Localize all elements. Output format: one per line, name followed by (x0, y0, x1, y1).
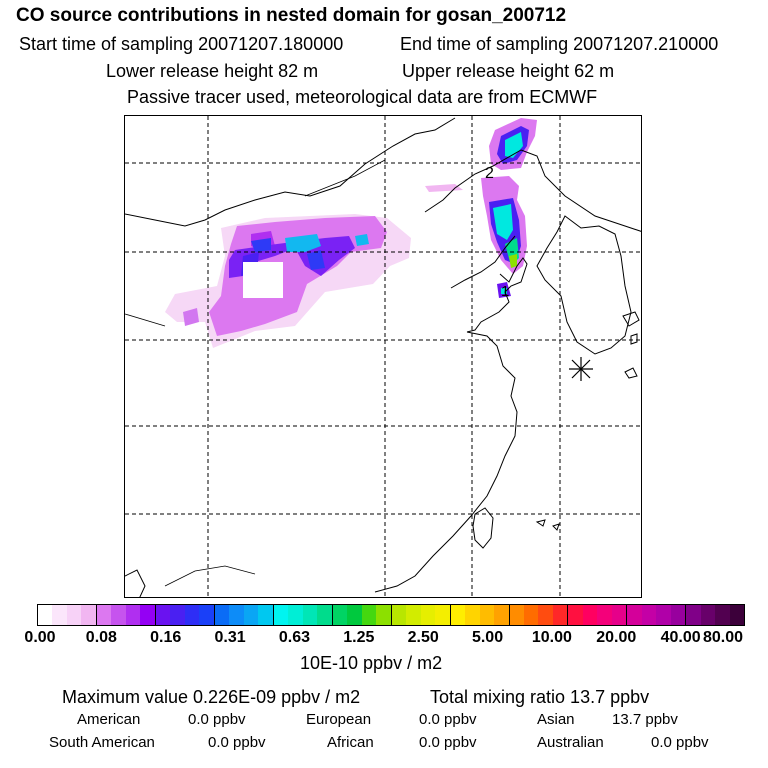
colorbar-swatch (67, 605, 81, 625)
region-american: American (77, 711, 140, 728)
upper-release-height: Upper release height 62 m (402, 61, 614, 82)
region-european: European (306, 711, 371, 728)
colorbar-swatch (627, 605, 641, 625)
region-american-value: 0.0 ppbv (188, 711, 246, 728)
colorbar-swatch (156, 605, 170, 625)
colorbar-swatch (656, 605, 670, 625)
colorbar-swatch (671, 605, 686, 625)
plume-west (165, 214, 411, 348)
colorbar-swatch (524, 605, 538, 625)
colorbar-swatch (421, 605, 435, 625)
colorbar-tick-label: 10.00 (532, 629, 572, 647)
colorbar-tick-label: 0.63 (279, 629, 310, 647)
colorbar-swatch (140, 605, 155, 625)
colorbar-swatch (701, 605, 715, 625)
colorbar-tick-label: 0.08 (86, 629, 117, 647)
receptor-star-icon (569, 357, 593, 381)
colorbar-swatch (347, 605, 361, 625)
colorbar-swatch (715, 605, 729, 625)
colorbar-swatch (333, 605, 347, 625)
region-african: African (327, 734, 374, 751)
colorbar-swatch (686, 605, 700, 625)
marker-label-2: 2 (485, 165, 494, 182)
colorbar-tick-label: 20.00 (596, 629, 636, 647)
colorbar-swatch (111, 605, 125, 625)
colorbar-swatch (317, 605, 332, 625)
colorbar-swatch (465, 605, 479, 625)
end-time-label: End time of sampling 20071207.210000 (400, 34, 718, 55)
total-mixing-ratio: Total mixing ratio 13.7 ppbv (430, 687, 649, 708)
plot-title: CO source contributions in nested domain… (16, 5, 566, 27)
map-canvas: 2 1 (125, 116, 642, 598)
colorbar-swatch (568, 605, 582, 625)
region-european-value: 0.0 ppbv (419, 711, 477, 728)
colorbar-tick-label: 5.00 (472, 629, 503, 647)
colorbar-tick-label: 40.00 (661, 629, 701, 647)
region-australian-value: 0.0 ppbv (651, 734, 709, 751)
colorbar-swatch (510, 605, 524, 625)
colorbar-tick-label: 0.16 (150, 629, 181, 647)
colorbar (37, 604, 745, 626)
colorbar-swatch (494, 605, 509, 625)
colorbar-swatch (451, 605, 465, 625)
colorbar-tick-label: 2.50 (408, 629, 439, 647)
colorbar-unit: 10E-10 ppbv / m2 (300, 653, 442, 674)
colorbar-swatch (126, 605, 140, 625)
lower-release-height: Lower release height 82 m (106, 61, 318, 82)
colorbar-swatch (362, 605, 376, 625)
colorbar-swatch (170, 605, 184, 625)
region-australian: Australian (537, 734, 604, 751)
colorbar-tick-label: 0.31 (215, 629, 246, 647)
colorbar-swatch (258, 605, 273, 625)
colorbar-swatch (406, 605, 420, 625)
colorbar-swatch (185, 605, 199, 625)
colorbar-swatch (215, 605, 229, 625)
region-african-value: 0.0 ppbv (419, 734, 477, 751)
colorbar-swatch (288, 605, 302, 625)
lat-lon-grid (125, 116, 642, 598)
plume-north (425, 118, 537, 298)
colorbar-swatch (199, 605, 214, 625)
colorbar-swatch (612, 605, 627, 625)
colorbar-swatch (642, 605, 656, 625)
colorbar-swatch (597, 605, 611, 625)
marker-label-1: 1 (501, 283, 509, 300)
colorbar-swatch (81, 605, 96, 625)
colorbar-swatch (303, 605, 317, 625)
region-south-american-value: 0.0 ppbv (208, 734, 266, 751)
start-time-label: Start time of sampling 20071207.180000 (19, 34, 343, 55)
colorbar-tick-label: 1.25 (343, 629, 374, 647)
region-south-american: South American (49, 734, 155, 751)
region-asian-value: 13.7 ppbv (612, 711, 678, 728)
colorbar-swatch (435, 605, 450, 625)
maximum-value: Maximum value 0.226E-09 ppbv / m2 (62, 687, 360, 708)
coastlines (125, 118, 642, 598)
colorbar-swatch (229, 605, 243, 625)
colorbar-swatch (52, 605, 66, 625)
colorbar-swatch (244, 605, 258, 625)
colorbar-tick-label: 0.00 (24, 629, 55, 647)
colorbar-swatch (730, 605, 744, 625)
colorbar-swatch (97, 605, 111, 625)
colorbar-swatch (274, 605, 288, 625)
map-panel: 2 1 (124, 115, 642, 598)
colorbar-swatch (480, 605, 494, 625)
colorbar-swatch (376, 605, 391, 625)
region-asian: Asian (537, 711, 575, 728)
colorbar-tick-label: 80.00 (703, 629, 743, 647)
tracer-note: Passive tracer used, meteorological data… (127, 87, 597, 108)
colorbar-swatch (538, 605, 552, 625)
colorbar-swatch (392, 605, 406, 625)
colorbar-swatch (553, 605, 568, 625)
colorbar-swatch (38, 605, 52, 625)
colorbar-swatch (583, 605, 597, 625)
